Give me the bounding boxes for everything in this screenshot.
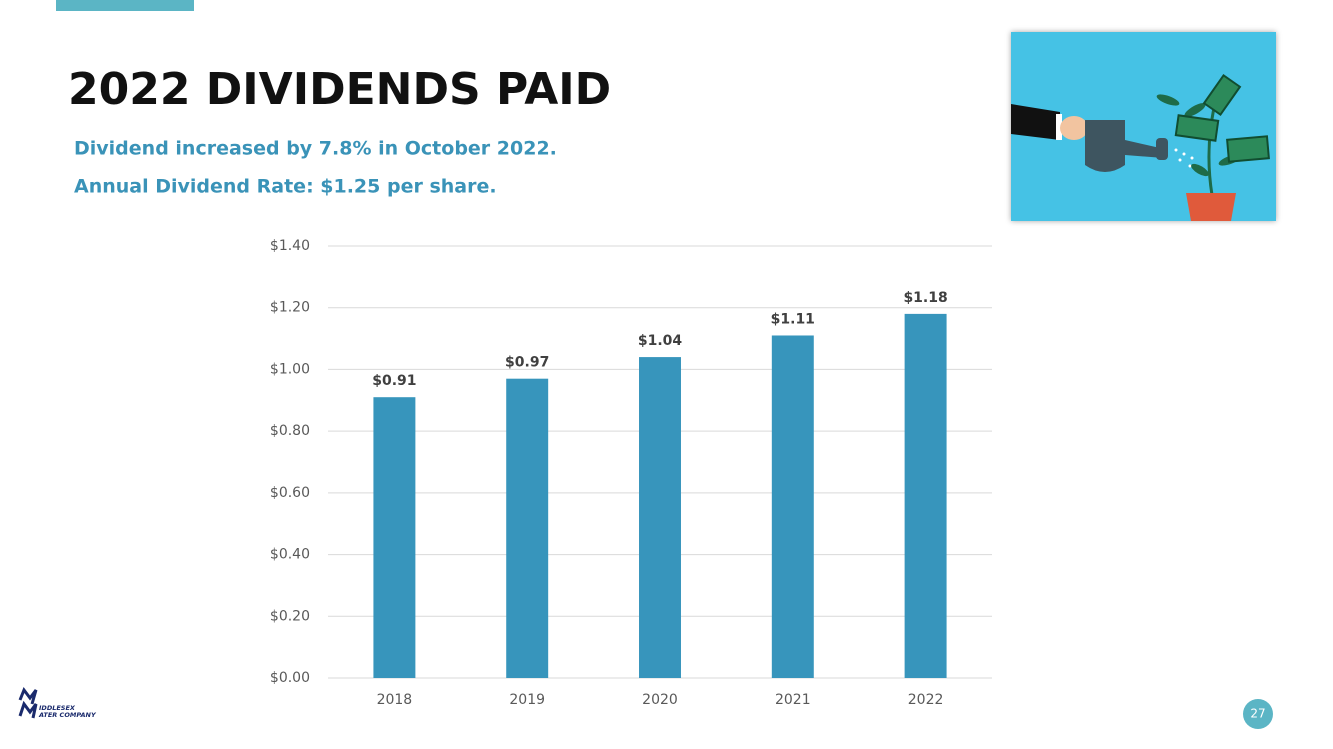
- value-label: $0.97: [505, 355, 549, 371]
- x-tick-label: 2019: [509, 692, 545, 708]
- value-label: $1.18: [903, 290, 947, 306]
- accent-bar: [56, 0, 194, 11]
- subtitle: Dividend increased by 7.8% in October 20…: [74, 138, 557, 160]
- value-label: $0.91: [372, 373, 416, 389]
- bar: [639, 357, 681, 678]
- y-tick-label: $0.00: [270, 670, 310, 686]
- page-number: 27: [1250, 707, 1265, 721]
- y-tick-label: $0.20: [270, 608, 310, 624]
- x-tick-label: 2018: [377, 692, 413, 708]
- logo: IDDLESEX ATER COMPANY: [18, 686, 97, 719]
- value-label: $1.04: [638, 333, 683, 349]
- y-tick-label: $1.20: [270, 300, 310, 316]
- y-tick-label: $0.60: [270, 485, 310, 501]
- page-badge: [1243, 699, 1273, 729]
- value-label: $1.11: [771, 311, 815, 327]
- bar: [506, 378, 549, 678]
- y-tick-label: $1.40: [270, 238, 310, 254]
- x-tick-label: 2020: [642, 692, 678, 708]
- bar: [373, 397, 416, 678]
- y-tick-label: $1.00: [270, 361, 310, 377]
- bar: [904, 313, 947, 678]
- logo-text: IDDLESEX: [39, 704, 76, 712]
- slide-title: 2022 DIVIDENDS PAID: [68, 64, 611, 115]
- bar: [771, 335, 814, 678]
- subtitle: Annual Dividend Rate: $1.25 per share.: [74, 176, 497, 198]
- x-tick-label: 2022: [908, 692, 944, 708]
- illustration: [1011, 32, 1276, 221]
- y-tick-label: $0.80: [270, 423, 310, 439]
- chart: $0.00 $0.20 $0.40 $0.60 $0.80 $1.00 $1.20 $1.40…: [270, 238, 992, 708]
- y-tick-label: $0.40: [270, 547, 310, 563]
- logo-text: ATER COMPANY: [38, 711, 97, 719]
- x-tick-label: 2021: [775, 692, 811, 708]
